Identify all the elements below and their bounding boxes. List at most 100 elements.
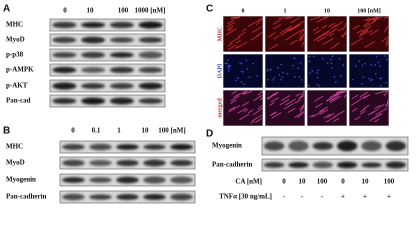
- column-header: 10: [324, 8, 330, 14]
- myotube: [272, 19, 282, 25]
- myotube: [284, 33, 296, 41]
- myotube: [251, 114, 263, 122]
- myotube: [288, 23, 300, 32]
- band: [336, 161, 358, 169]
- nucleus: [317, 69, 319, 72]
- myotube: [266, 91, 279, 100]
- myotube: [359, 29, 369, 36]
- myotube: [271, 92, 278, 97]
- myotube: [295, 92, 302, 97]
- nucleus: [338, 58, 341, 60]
- myotube: [342, 90, 347, 94]
- nucleus: [282, 71, 284, 74]
- micrograph: [306, 53, 348, 89]
- myotube: [287, 107, 296, 113]
- myotube: [343, 94, 347, 98]
- myotube: [227, 19, 235, 25]
- nucleus: [326, 62, 329, 64]
- myotube: [328, 22, 336, 28]
- band: [336, 140, 358, 152]
- column-header: 0: [63, 7, 67, 15]
- column-header: 0.1: [92, 127, 101, 135]
- myotube: [319, 109, 329, 115]
- band: [81, 83, 106, 89]
- myotube: [335, 90, 344, 96]
- nucleus: [313, 55, 315, 58]
- nucleus: [242, 71, 244, 73]
- myotube: [351, 94, 359, 100]
- nucleus: [235, 79, 238, 82]
- myotube: [229, 36, 241, 44]
- myotube: [309, 16, 321, 21]
- nucleus: [243, 83, 245, 86]
- nucleus: [227, 67, 230, 70]
- myotube: [254, 117, 263, 123]
- nucleus: [256, 75, 258, 77]
- myotube: [251, 26, 263, 33]
- myotube: [237, 107, 247, 114]
- myotube: [299, 28, 305, 36]
- myotube: [257, 91, 263, 96]
- myotube: [312, 109, 325, 118]
- myotube: [363, 21, 370, 27]
- myotube: [255, 18, 263, 26]
- band: [89, 194, 112, 200]
- nucleus: [273, 77, 276, 79]
- myotube: [241, 28, 247, 32]
- micrograph: [222, 89, 264, 127]
- condition-label: TNFα [30 ng/mL]: [219, 193, 272, 201]
- nucleus: [228, 70, 230, 72]
- myotube: [373, 16, 383, 21]
- myotube: [257, 105, 263, 110]
- nucleus: [364, 62, 366, 65]
- row-label: Pan-cadherin: [6, 193, 47, 201]
- myotube: [383, 90, 389, 97]
- myotube: [235, 39, 242, 44]
- myotube: [326, 97, 332, 102]
- myotube: [325, 115, 337, 123]
- row-label: MyoD: [6, 159, 25, 167]
- column-header: 1: [284, 8, 287, 14]
- band: [312, 141, 334, 151]
- figure: A B C D 0 10 100 1000 [nM]MHCMyoDp-p38p-AMP…: [3, 4, 409, 204]
- condition-value: 0: [341, 178, 345, 186]
- band: [81, 67, 106, 73]
- nucleus: [351, 78, 354, 81]
- nucleus: [354, 64, 357, 67]
- row-label: Myogenin: [212, 142, 242, 150]
- myotube: [280, 25, 293, 34]
- myotube: [285, 98, 297, 106]
- myotube: [250, 120, 255, 124]
- myotube: [278, 16, 291, 20]
- nucleus: [371, 78, 373, 80]
- column-header: 0: [242, 8, 245, 14]
- myotube: [337, 27, 343, 32]
- row-label: Pan-cadherin: [212, 161, 253, 169]
- myotube: [255, 17, 263, 24]
- myotube: [241, 101, 250, 107]
- nucleus: [277, 66, 279, 69]
- band: [62, 159, 85, 167]
- band: [138, 37, 163, 43]
- band: [143, 144, 166, 150]
- myotube: [326, 112, 335, 118]
- band: [138, 98, 163, 104]
- myotube: [281, 95, 291, 102]
- nucleus: [361, 64, 364, 67]
- myotube: [323, 113, 332, 119]
- myotube: [312, 27, 319, 32]
- nucleus: [226, 62, 228, 65]
- nucleus: [333, 76, 336, 78]
- band: [89, 177, 112, 183]
- myotube: [385, 42, 389, 47]
- micrograph: [348, 53, 390, 89]
- row-label: Pan-cad: [6, 97, 31, 105]
- blot-background: [49, 79, 166, 93]
- myotube: [239, 113, 250, 121]
- myotube: [250, 34, 260, 41]
- band: [89, 143, 112, 151]
- band: [170, 143, 193, 151]
- myotube: [378, 103, 385, 109]
- blot-background: [49, 63, 166, 77]
- myotube: [253, 107, 263, 116]
